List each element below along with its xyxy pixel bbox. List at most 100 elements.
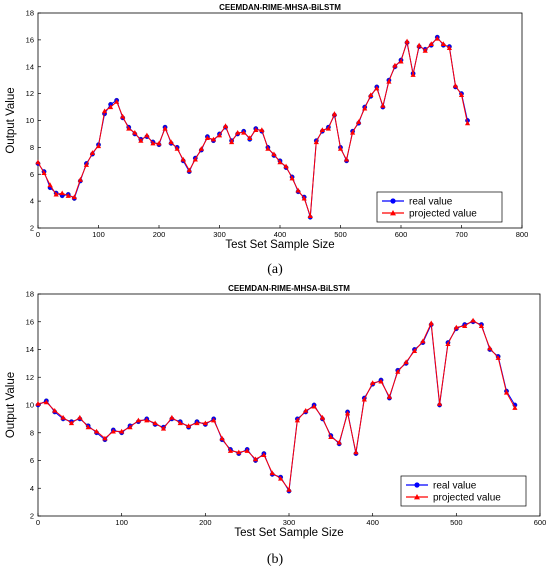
y-tick-label: 10 <box>26 116 34 125</box>
data-point-projected <box>374 85 380 91</box>
data-point-projected <box>325 125 331 131</box>
data-point-projected <box>336 439 342 445</box>
data-point-projected <box>162 125 168 131</box>
data-point-projected <box>211 417 217 423</box>
data-point-projected <box>278 475 284 481</box>
data-point-projected <box>398 58 404 64</box>
data-point-projected <box>229 139 235 145</box>
legend-marker-circle <box>414 482 420 488</box>
x-tick-label: 500 <box>334 230 347 239</box>
data-point-projected <box>152 420 158 426</box>
data-point-projected <box>132 129 138 135</box>
data-point-projected <box>192 156 198 162</box>
data-point-projected <box>353 449 359 455</box>
data-point-projected <box>286 487 292 492</box>
data-point-projected <box>445 341 451 347</box>
data-point-projected <box>271 151 277 157</box>
data-point-projected <box>126 125 132 131</box>
y-tick-label: 2 <box>30 224 34 233</box>
data-point-projected <box>174 146 180 151</box>
x-tick-label: 700 <box>455 230 468 239</box>
data-point-projected <box>344 410 351 416</box>
data-point-projected <box>89 150 96 155</box>
data-point-projected <box>295 187 301 193</box>
data-point-projected <box>59 190 65 196</box>
data-point-projected <box>503 389 510 395</box>
data-point-projected <box>35 401 41 406</box>
x-tick-label: 0 <box>36 230 40 239</box>
data-point-projected <box>135 417 141 423</box>
data-point-projected <box>495 355 501 360</box>
legend-marker-circle <box>390 198 396 204</box>
data-point-projected <box>337 146 344 151</box>
data-point-projected <box>119 428 125 434</box>
data-point-projected <box>247 135 253 141</box>
y-tick-label: 18 <box>26 9 34 18</box>
data-point-projected <box>77 177 83 182</box>
data-point-projected <box>294 417 300 423</box>
data-point-projected <box>416 42 422 48</box>
data-point-projected <box>269 470 275 476</box>
data-point-projected <box>420 338 426 344</box>
data-point-projected <box>150 140 156 146</box>
chart-b: CEEMDAN-RIME-MHSA-BiLSTM 0 100 200 300 400 500… <box>5 284 546 539</box>
data-point-projected <box>227 448 234 453</box>
data-point-projected <box>177 420 183 426</box>
x-tick-label: 600 <box>395 230 408 239</box>
data-point-projected <box>446 45 452 51</box>
data-point-projected <box>198 146 204 151</box>
chart-a: CEEMDAN-RIME-MHSA-BiLSTM 0 100 200 300 400 500… <box>5 3 528 251</box>
data-point-projected <box>169 414 175 420</box>
data-point-projected <box>350 129 356 135</box>
data-point-projected <box>478 323 485 328</box>
data-point-projected <box>380 103 386 108</box>
data-point-projected <box>102 435 108 441</box>
y-tick-label: 6 <box>30 170 34 179</box>
legend-label: projected value <box>409 209 477 220</box>
caption-a: (a) <box>267 262 283 277</box>
y-axis-label: Output Value <box>5 87 17 153</box>
y-tick-label: 12 <box>26 373 34 382</box>
x-tick-label: 200 <box>153 230 166 239</box>
data-point-projected <box>422 48 428 53</box>
data-point-projected <box>241 129 247 135</box>
data-point-projected <box>83 162 89 167</box>
data-point-projected <box>204 135 210 141</box>
data-point-projected <box>487 345 493 351</box>
y-tick-label: 14 <box>26 345 34 354</box>
data-point-projected <box>265 146 271 151</box>
data-point-projected <box>144 417 150 423</box>
data-point-projected <box>180 156 186 162</box>
data-point-projected <box>452 82 459 88</box>
legend-marker-triangle <box>414 494 420 500</box>
data-point-projected <box>43 399 49 405</box>
data-point-projected <box>392 62 398 68</box>
data-point-projected <box>253 127 259 132</box>
data-point-projected <box>307 213 313 218</box>
data-point-projected <box>114 99 120 104</box>
x-tick-label: 300 <box>213 230 226 239</box>
data-point-projected <box>68 420 75 426</box>
data-point-projected <box>277 159 283 165</box>
x-tick-label: 100 <box>92 230 105 239</box>
x-axis-label: Test Set Sample Size <box>234 527 343 539</box>
legend-marker-triangle <box>390 210 396 216</box>
data-point-projected <box>386 78 392 84</box>
data-point-projected <box>410 72 416 77</box>
data-point-projected <box>368 92 374 98</box>
data-point-projected <box>319 127 325 132</box>
data-point-projected <box>47 182 53 188</box>
data-point-projected <box>434 35 440 41</box>
data-point-projected <box>428 41 434 46</box>
legend-box <box>400 475 527 507</box>
x-tick-label: 600 <box>534 518 547 527</box>
y-tick-label: 12 <box>26 89 34 98</box>
data-point-projected <box>168 139 174 145</box>
data-point-projected <box>60 414 66 420</box>
data-point-projected <box>303 407 309 413</box>
caption-b: (b) <box>266 552 284 567</box>
y-tick-label: 2 <box>30 512 34 521</box>
y-tick-label: 8 <box>30 428 34 437</box>
